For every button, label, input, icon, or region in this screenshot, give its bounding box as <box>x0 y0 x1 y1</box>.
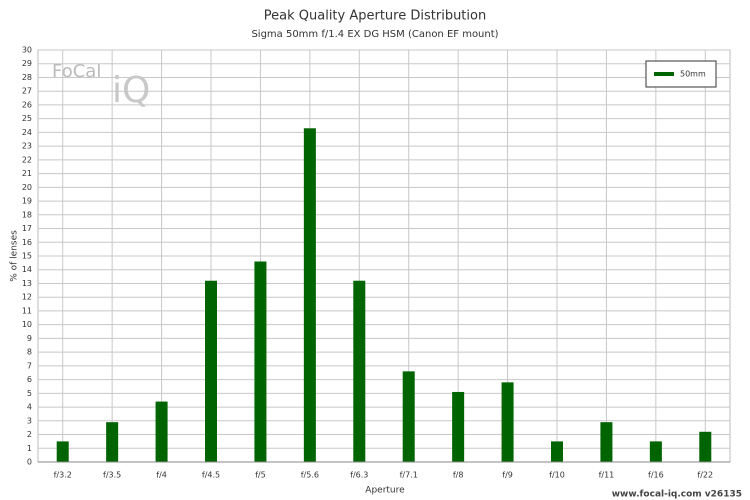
bar <box>600 422 613 462</box>
x-tick-label: f/4.5 <box>202 471 220 480</box>
bar <box>56 441 69 462</box>
x-tick-label: f/22 <box>697 471 713 480</box>
y-tick-label: 17 <box>22 224 32 233</box>
x-tick-label: f/8 <box>453 471 464 480</box>
x-tick-label: f/9 <box>502 471 513 480</box>
y-tick-label: 11 <box>22 306 32 315</box>
y-tick-label: 2 <box>27 430 32 439</box>
x-tick-label: f/11 <box>599 471 615 480</box>
bar <box>353 280 366 462</box>
legend-label: 50mm <box>680 70 706 79</box>
y-tick-label: 5 <box>27 389 32 398</box>
y-tick-label: 15 <box>22 252 32 261</box>
y-tick-label: 26 <box>22 100 32 109</box>
y-tick-label: 23 <box>22 142 32 151</box>
y-tick-label: 20 <box>22 183 32 192</box>
bar <box>501 382 514 462</box>
y-tick-label: 29 <box>22 59 32 68</box>
bar <box>254 261 267 462</box>
y-tick-label: 10 <box>22 320 32 329</box>
y-axis-label: % of lenses <box>10 230 20 282</box>
y-tick-label: 28 <box>22 73 32 82</box>
bar <box>303 128 316 462</box>
y-tick-label: 27 <box>22 87 32 96</box>
bar <box>649 441 662 462</box>
bar <box>452 391 465 462</box>
x-tick-label: f/5.6 <box>301 471 319 480</box>
bar <box>699 431 712 462</box>
y-tick-label: 3 <box>27 416 32 425</box>
x-tick-label: f/3.2 <box>54 471 72 480</box>
bar <box>551 441 563 462</box>
chart-title: Peak Quality Aperture Distribution <box>264 9 486 24</box>
x-tick-label: f/16 <box>648 471 664 480</box>
bar <box>106 422 119 462</box>
y-tick-label: 13 <box>22 279 32 288</box>
y-tick-label: 25 <box>22 114 32 123</box>
bar <box>402 371 415 462</box>
y-tick-label: 4 <box>27 403 32 412</box>
x-tick-label: f/10 <box>549 471 565 480</box>
y-tick-label: 22 <box>22 155 32 164</box>
y-tick-label: 8 <box>27 348 32 357</box>
bar <box>155 401 168 462</box>
y-tick-label: 6 <box>27 375 32 384</box>
y-tick-label: 7 <box>27 361 32 370</box>
x-tick-label: f/5 <box>255 471 266 480</box>
y-tick-label: 18 <box>22 210 32 219</box>
x-axis-label: Aperture <box>365 486 405 496</box>
y-tick-label: 30 <box>22 46 32 55</box>
y-tick-label: 12 <box>22 293 32 302</box>
y-tick-label: 24 <box>22 128 32 137</box>
x-tick-label: f/7.1 <box>400 471 418 480</box>
x-tick-label: f/4 <box>156 471 167 480</box>
bar <box>205 280 217 462</box>
chart-subtitle: Sigma 50mm f/1.4 EX DG HSM (Canon EF mou… <box>251 29 498 40</box>
logo-mark: iQ <box>112 70 150 111</box>
y-tick-label: 14 <box>22 265 32 274</box>
y-tick-label: 9 <box>27 334 32 343</box>
y-tick-label: 19 <box>22 197 32 206</box>
y-tick-label: 21 <box>22 169 32 178</box>
x-tick-label: f/3.5 <box>103 471 121 480</box>
y-tick-label: 0 <box>27 458 32 467</box>
y-tick-label: 1 <box>27 444 32 453</box>
logo-word: FoCal <box>52 61 101 82</box>
footer: www.focal-iq.com v26135 <box>612 490 742 500</box>
y-tick-label: 16 <box>22 238 32 247</box>
x-tick-label: f/6.3 <box>350 471 368 480</box>
